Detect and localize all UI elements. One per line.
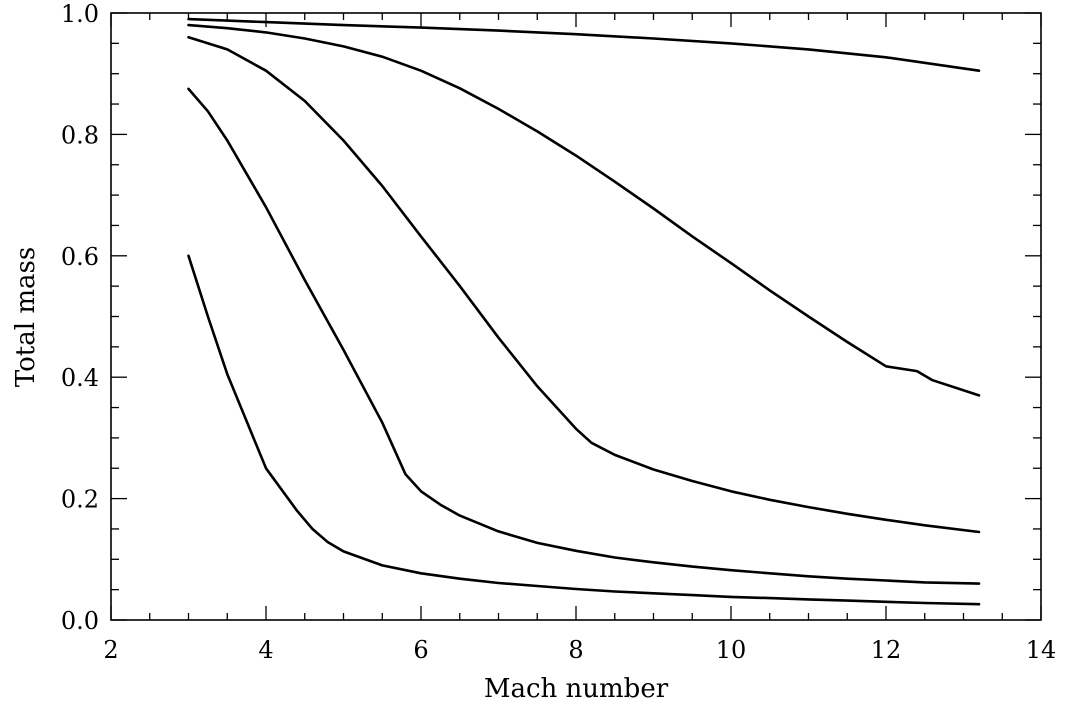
x-tick-label: 12 [871, 636, 902, 664]
series-line-4 [187, 87, 981, 585]
plot-frame [110, 12, 1042, 621]
y-axis-label: Total mass [11, 247, 41, 387]
y-tick-label: 0.0 [61, 607, 99, 635]
x-axis-label: Mach number [484, 674, 669, 704]
x-tick-labels: 2 4 6 8 10 12 14 [103, 636, 1056, 664]
axis-ticks [110, 12, 1042, 621]
x-tick-label: 10 [716, 636, 747, 664]
x-tick-label: 6 [413, 636, 428, 664]
y-tick-label: 0.4 [61, 364, 99, 392]
series-lines [187, 17, 981, 606]
x-tick-label: 4 [258, 636, 273, 664]
y-tick-label: 0.2 [61, 486, 99, 514]
x-tick-label: 8 [568, 636, 583, 664]
x-tick-label: 14 [1026, 636, 1057, 664]
series-line-5 [187, 254, 981, 606]
y-tick-label: 0.8 [61, 121, 99, 149]
series-line-1 [187, 17, 981, 72]
series-line-2 [187, 23, 981, 397]
x-tick-label: 2 [103, 636, 118, 664]
y-tick-label: 0.6 [61, 243, 99, 271]
y-tick-labels: 0.0 0.2 0.4 0.6 0.8 1.0 [61, 0, 99, 635]
series-line-3 [187, 35, 981, 534]
y-tick-label: 1.0 [61, 0, 99, 28]
